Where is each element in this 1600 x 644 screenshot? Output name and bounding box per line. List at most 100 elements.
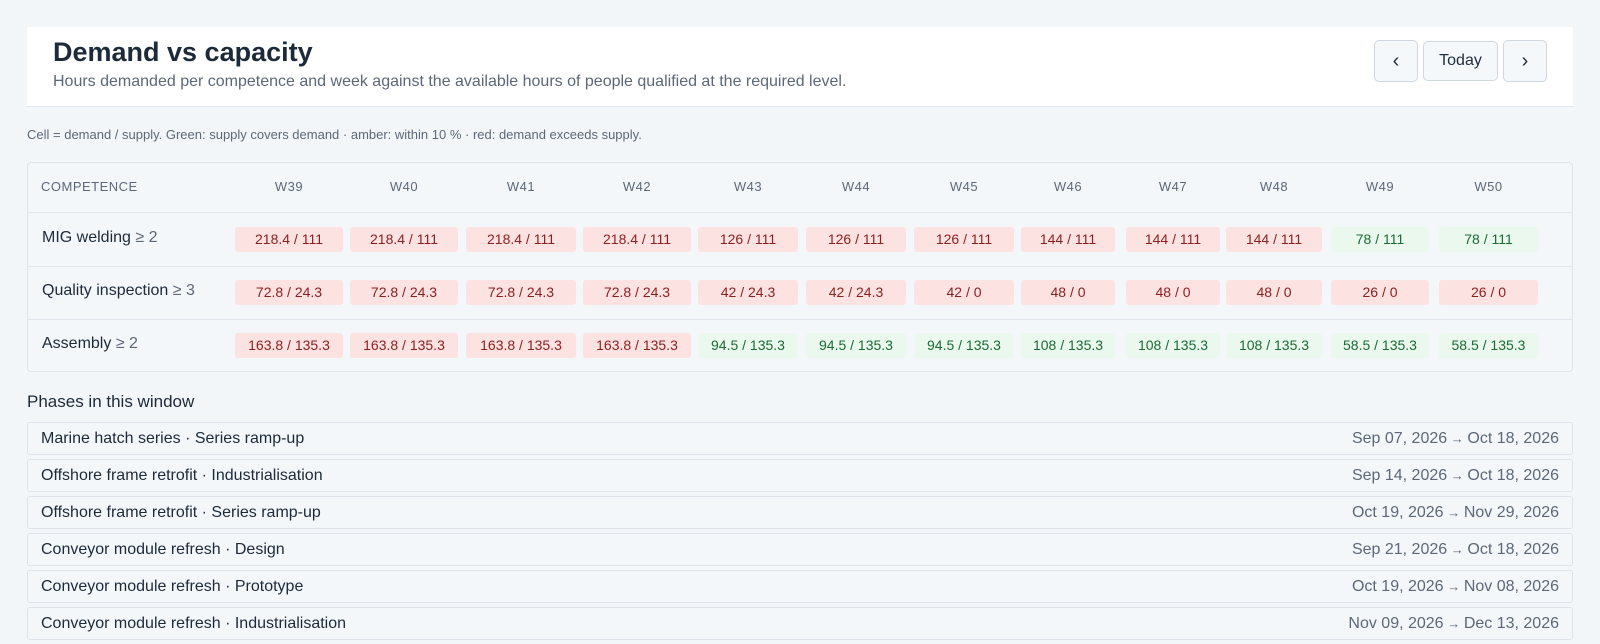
capacity-cell[interactable]: 126 / 111	[914, 227, 1014, 252]
competence-name: Assembly	[42, 335, 112, 352]
page-title: Demand vs capacity	[53, 37, 313, 67]
phase-dates: Sep 14, 2026 → Oct 18, 2026	[1352, 467, 1559, 485]
competence-label: Assembly ≥ 2	[42, 335, 138, 353]
week-header-w40: W40	[389, 179, 419, 194]
capacity-cell[interactable]: 48 / 0	[1126, 280, 1220, 305]
phase-name: Conveyor module refresh · Industrialisat…	[41, 615, 347, 632]
phase-end-date: Oct 18, 2026	[1467, 467, 1559, 484]
capacity-cell[interactable]: 42 / 24.3	[698, 280, 798, 305]
week-header-w42: W42	[622, 179, 652, 194]
next-button[interactable]: ›	[1503, 40, 1547, 82]
arrow-right-icon: →	[1443, 616, 1464, 631]
arrow-right-icon: →	[1447, 542, 1468, 557]
grid-header-row: COMPETENCE W39 W40 W41 W42 W43 W44 W45 W46 W47 W4…	[28, 163, 1572, 213]
today-button[interactable]: Today	[1423, 41, 1498, 81]
week-header-w46: W46	[1053, 179, 1083, 194]
phase-end-date: Oct 18, 2026	[1467, 430, 1559, 447]
capacity-cell[interactable]: 218.4 / 111	[350, 227, 458, 252]
phase-dates: Sep 07, 2026 → Oct 18, 2026	[1352, 430, 1559, 448]
competence-level: ≥ 3	[172, 282, 195, 299]
phase-item[interactable]: Conveyor module refresh · Prototype Oct 1…	[27, 570, 1573, 603]
phase-start-date: Sep 14, 2026	[1351, 467, 1448, 484]
phase-start-date: Oct 19, 2026	[1351, 504, 1444, 521]
chevron-left-icon: ‹	[1392, 49, 1400, 72]
capacity-cell[interactable]: 218.4 / 111	[235, 227, 343, 252]
capacity-cell[interactable]: 78 / 111	[1331, 227, 1429, 252]
competence-name: Quality inspection	[42, 282, 169, 299]
capacity-cell[interactable]: 78 / 111	[1439, 227, 1538, 252]
capacity-cell[interactable]: 48 / 0	[1021, 280, 1115, 305]
capacity-cell[interactable]: 163.8 / 135.3	[350, 333, 458, 358]
phase-start-date: Oct 19, 2026	[1351, 578, 1444, 595]
capacity-cell[interactable]: 72.8 / 24.3	[583, 280, 691, 305]
phase-item[interactable]: Offshore frame retrofit · Industrialisat…	[27, 459, 1573, 492]
capacity-cell[interactable]: 144 / 111	[1126, 227, 1220, 252]
week-header-w44: W44	[841, 179, 871, 194]
capacity-cell[interactable]: 26 / 0	[1331, 280, 1429, 305]
competence-level: ≥ 2	[135, 229, 158, 246]
week-header-w49: W49	[1365, 179, 1395, 194]
chevron-right-icon: ›	[1521, 49, 1529, 72]
capacity-cell[interactable]: 94.5 / 135.3	[698, 333, 798, 358]
phase-name: Marine hatch series · Series ramp-up	[41, 430, 305, 447]
capacity-cell[interactable]: 144 / 111	[1226, 227, 1322, 252]
capacity-cell[interactable]: 108 / 135.3	[1126, 333, 1220, 358]
phase-name: Offshore frame retrofit · Series ramp-up	[41, 504, 321, 521]
capacity-cell[interactable]: 144 / 111	[1021, 227, 1115, 252]
capacity-grid: COMPETENCE W39 W40 W41 W42 W43 W44 W45 W46 W47 W4…	[27, 162, 1573, 372]
phase-item[interactable]: Conveyor module refresh · Design Sep 21, …	[27, 533, 1573, 566]
arrow-right-icon: →	[1443, 505, 1464, 520]
capacity-cell[interactable]: 163.8 / 135.3	[235, 333, 343, 358]
competence-name: MIG welding	[42, 229, 131, 246]
capacity-cell[interactable]: 218.4 / 111	[466, 227, 576, 252]
week-header-w50: W50	[1474, 179, 1503, 194]
phase-item[interactable]: Conveyor module refresh · Industrialisat…	[27, 607, 1573, 640]
phase-name: Offshore frame retrofit · Industrialisat…	[41, 467, 323, 484]
capacity-cell[interactable]: 72.8 / 24.3	[350, 280, 458, 305]
capacity-cell[interactable]: 42 / 0	[914, 280, 1014, 305]
week-header-w41: W41	[506, 179, 536, 194]
previous-button[interactable]: ‹	[1374, 40, 1418, 82]
legend-text: Cell = demand / supply. Green: supply co…	[27, 127, 642, 142]
week-header-w47: W47	[1158, 179, 1188, 194]
capacity-cell[interactable]: 126 / 111	[698, 227, 798, 252]
phase-start-date: Sep 21, 2026	[1351, 541, 1448, 558]
week-header-w39: W39	[274, 179, 304, 194]
capacity-cell[interactable]: 58.5 / 135.3	[1439, 333, 1538, 358]
phase-item[interactable]: Marine hatch series · Series ramp-up Sep …	[27, 422, 1573, 455]
competence-column-header: COMPETENCE	[41, 179, 138, 194]
competence-row: Quality inspection ≥ 3 72.8 / 24.3 72.8 / …	[28, 266, 1572, 320]
capacity-cell[interactable]: 126 / 111	[806, 227, 906, 252]
week-header-w48: W48	[1259, 179, 1289, 194]
phase-end-date: Nov 08, 2026	[1463, 578, 1559, 595]
capacity-cell[interactable]: 108 / 135.3	[1226, 333, 1322, 358]
phase-end-date: Dec 13, 2026	[1463, 615, 1559, 632]
phase-name: Conveyor module refresh · Prototype	[41, 578, 304, 595]
page-header: Demand vs capacity Hours demanded per co…	[27, 27, 1573, 107]
capacity-cell[interactable]: 58.5 / 135.3	[1331, 333, 1429, 358]
competence-label: MIG welding ≥ 2	[42, 229, 158, 247]
capacity-cell[interactable]: 94.5 / 135.3	[806, 333, 906, 358]
week-header-w43: W43	[733, 179, 763, 194]
capacity-cell[interactable]: 163.8 / 135.3	[466, 333, 576, 358]
capacity-cell[interactable]: 48 / 0	[1226, 280, 1322, 305]
phase-start-date: Sep 07, 2026	[1351, 430, 1448, 447]
week-header-w45: W45	[949, 179, 979, 194]
week-navigation: ‹ Today ›	[1374, 40, 1547, 82]
phase-start-date: Nov 09, 2026	[1348, 615, 1444, 632]
phase-item[interactable]: Offshore frame retrofit · Series ramp-up…	[27, 496, 1573, 529]
capacity-cell[interactable]: 94.5 / 135.3	[914, 333, 1014, 358]
arrow-right-icon: →	[1443, 579, 1464, 594]
capacity-cell[interactable]: 72.8 / 24.3	[235, 280, 343, 305]
capacity-cell[interactable]: 108 / 135.3	[1021, 333, 1115, 358]
capacity-cell[interactable]: 72.8 / 24.3	[466, 280, 576, 305]
capacity-cell[interactable]: 218.4 / 111	[583, 227, 691, 252]
capacity-cell[interactable]: 26 / 0	[1439, 280, 1538, 305]
capacity-cell[interactable]: 42 / 24.3	[806, 280, 906, 305]
phase-end-date: Oct 18, 2026	[1467, 541, 1559, 558]
phase-end-date: Nov 29, 2026	[1463, 504, 1559, 521]
phase-dates: Nov 09, 2026 → Dec 13, 2026	[1348, 615, 1559, 633]
phase-dates: Sep 21, 2026 → Oct 18, 2026	[1352, 541, 1559, 559]
capacity-cell[interactable]: 163.8 / 135.3	[583, 333, 691, 358]
